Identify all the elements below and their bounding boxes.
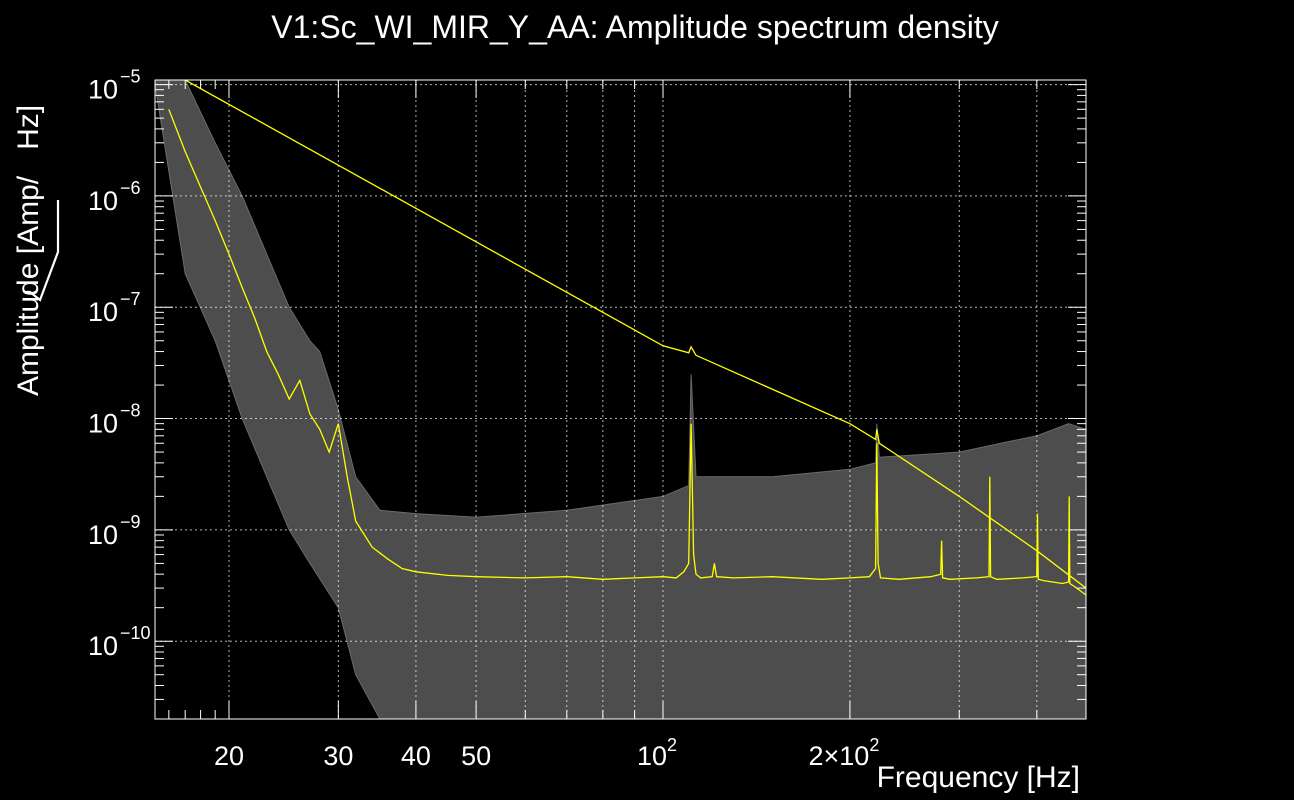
y-tick-label: 10 [88,631,118,661]
y-tick-label: 10 [88,75,118,105]
y-axis-label-radicand: Hz [12,113,45,150]
y-tick-labels: 10−510−610−710−810−910−10 [88,67,151,662]
y-tick-exponent: −9 [120,512,141,532]
y-tick-label: 10 [88,409,118,439]
x-axis-label: Frequency [Hz] [877,761,1080,794]
x-tick-label: 40 [401,741,431,771]
y-tick-label: 10 [88,297,118,327]
sqrt-symbol [24,200,60,302]
y-tick-exponent: −7 [120,289,141,309]
y-axis-label: Amplitude [Amp/Hz] [12,105,45,396]
reference-1-over-f-line [184,80,1086,589]
chart-title: V1:Sc_WI_MIR_Y_AA: Amplitude spectrum de… [271,9,998,45]
y-axis-label-suffix: ] [12,105,45,113]
plot-frame [154,79,1087,720]
y-tick-exponent: −6 [120,178,141,198]
x-tick-label: 50 [461,741,491,771]
y-tick-exponent: −8 [120,401,141,421]
series-layer [168,80,1086,596]
x-tick-labels: 20 30 40 50 102 2×102 [214,735,879,771]
x-tick-exponent: 2 [869,735,879,755]
y-axis-label-prefix: Amplitude [Amp/ [12,175,45,396]
y-tick-exponent: −5 [120,67,141,87]
x-tick-label: 102 [637,735,677,771]
y-tick-label: 10 [88,186,118,216]
svg-text:Amplitude [Amp/Hz]: Amplitude [Amp/Hz] [12,105,45,396]
y-tick-label: 10 [88,520,118,550]
axis-ticks [155,80,1086,720]
x-tick-label: 2×102 [808,735,879,771]
y-tick-exponent: −10 [120,623,151,643]
x-tick-label: 20 [214,741,244,771]
x-tick-exponent: 2 [667,735,677,755]
grid [155,80,1086,719]
x-tick-label: 30 [323,741,353,771]
median-spectrum-line [168,109,1086,596]
